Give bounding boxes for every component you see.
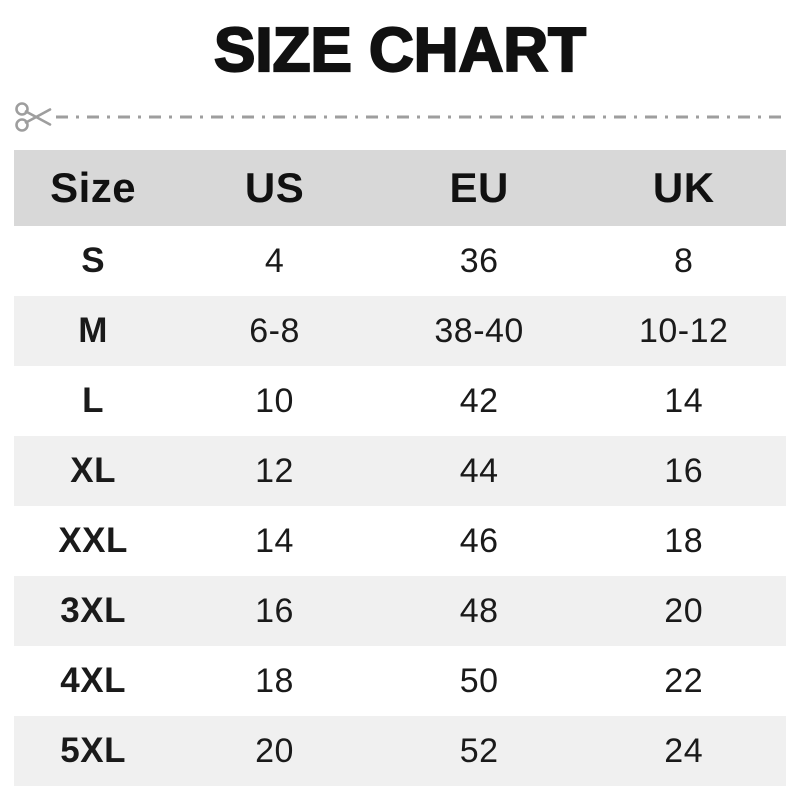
cell-uk: 24 <box>664 731 704 770</box>
cell-size: L <box>82 381 105 420</box>
cell-us: 20 <box>255 731 294 770</box>
page-title: SIZE CHART <box>213 16 587 85</box>
cell-uk: 22 <box>664 661 704 700</box>
table-row: L 10 42 14 <box>14 366 786 436</box>
cell-eu: 42 <box>459 381 499 420</box>
cell-size: 5XL <box>60 731 126 770</box>
cell-us: 10 <box>255 381 294 420</box>
table-row: S 4 36 8 <box>14 226 786 296</box>
cell-uk: 14 <box>664 381 704 420</box>
table-row: 4XL 18 50 22 <box>14 646 786 716</box>
cell-size: XL <box>70 451 116 490</box>
cell-eu: 52 <box>459 731 499 770</box>
table-row: 3XL 16 48 20 <box>14 576 786 646</box>
cell-eu: 48 <box>459 591 499 630</box>
cut-line <box>14 98 786 136</box>
cell-us: 12 <box>255 451 294 490</box>
cell-size: M <box>78 311 108 350</box>
cell-uk: 10-12 <box>638 311 729 350</box>
cell-size: S <box>81 241 106 280</box>
cell-us: 16 <box>255 591 294 630</box>
table-row: M 6-8 38-40 10-12 <box>14 296 786 366</box>
column-header-eu: EU <box>449 164 509 211</box>
cell-size: 3XL <box>60 591 126 630</box>
cell-us: 18 <box>255 661 294 700</box>
cell-eu: 44 <box>459 451 499 490</box>
cell-uk: 18 <box>664 521 704 560</box>
cell-us: 6-8 <box>249 311 300 350</box>
column-header-uk: UK <box>652 164 715 211</box>
table-row: XXL 14 46 18 <box>14 506 786 576</box>
cell-size: 4XL <box>60 661 126 700</box>
table-header-row: Size US EU UK <box>14 150 786 226</box>
cell-size: XXL <box>58 521 128 560</box>
column-header-size: Size <box>50 164 137 211</box>
cell-uk: 20 <box>664 591 704 630</box>
cell-uk: 16 <box>664 451 704 490</box>
scissors-icon <box>15 102 784 132</box>
column-header-us: US <box>244 164 305 211</box>
table-row: 5XL 20 52 24 <box>14 716 786 786</box>
size-table-body: S 4 36 8 M 6-8 38-40 10-12 L 10 42 14 XL… <box>14 226 786 786</box>
cell-us: 14 <box>255 521 294 560</box>
cell-eu: 36 <box>459 241 499 280</box>
cell-eu: 50 <box>459 661 499 700</box>
table-row: XL 12 44 16 <box>14 436 786 506</box>
cell-us: 4 <box>264 241 285 280</box>
size-table: Size US EU UK S 4 36 8 M 6-8 38-40 10-12… <box>14 150 786 786</box>
cell-uk: 8 <box>673 241 694 280</box>
cell-eu: 38-40 <box>434 311 524 350</box>
cell-eu: 46 <box>459 521 499 560</box>
